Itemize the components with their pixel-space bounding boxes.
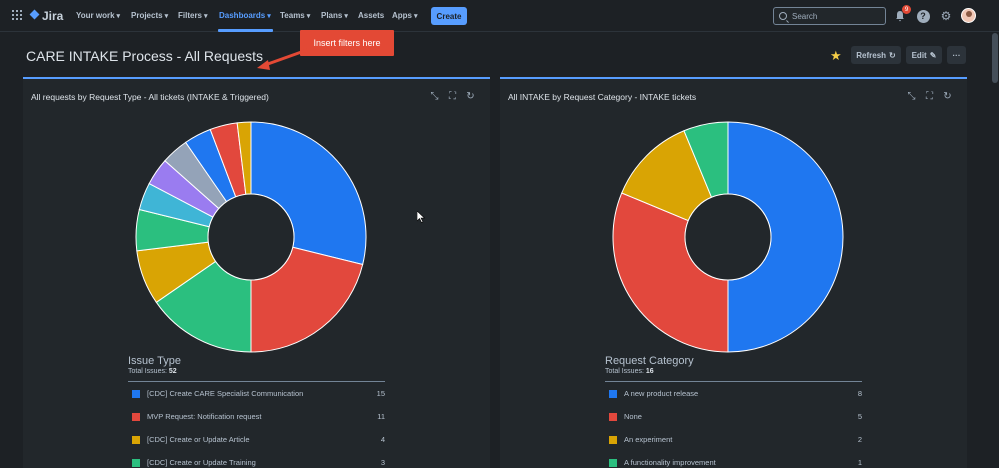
search-box[interactable] <box>773 7 886 25</box>
legend-count: 11 <box>377 412 385 421</box>
nav-teams[interactable]: Teams ▾ <box>280 11 311 20</box>
legend-swatch <box>609 412 617 421</box>
legend-item[interactable]: A functionality improvement 1 <box>605 451 862 468</box>
legend-label: [CDC] Create or Update Training <box>147 458 256 467</box>
legend-count: 2 <box>857 435 862 444</box>
legend-label: A functionality improvement <box>624 458 716 467</box>
edit-button[interactable]: Edit ✎ <box>906 46 942 64</box>
refresh-icon[interactable]: ↻ <box>943 91 952 102</box>
search-icon <box>779 12 787 20</box>
legend-item[interactable]: None 5 <box>605 405 862 428</box>
chevron-down-icon: ▾ <box>116 13 121 20</box>
nav-projects[interactable]: Projects ▾ <box>131 11 169 20</box>
legend-title: Issue Type <box>128 355 181 367</box>
legend-item[interactable]: [CDC] Create CARE Specialist Communicati… <box>128 382 385 405</box>
legend-item[interactable]: An experiment 2 <box>605 428 862 451</box>
legend-label: None <box>624 412 642 421</box>
notification-badge: 9 <box>902 5 911 14</box>
nav-filters[interactable]: Filters ▾ <box>178 11 208 20</box>
legend-count: 15 <box>376 389 385 398</box>
donut-hole <box>684 193 772 281</box>
chevron-down-icon: ▾ <box>306 13 311 20</box>
legend-label: [CDC] Create or Update Article <box>147 435 250 444</box>
jira-logo-icon <box>29 10 39 22</box>
active-nav-indicator <box>218 29 273 32</box>
legend-swatch <box>609 389 617 398</box>
jira-logo[interactable]: Jira <box>29 9 63 23</box>
divider <box>605 381 862 382</box>
legend-item[interactable]: [CDC] Create or Update Training 3 <box>128 451 385 468</box>
jira-logo-text: Jira <box>42 9 64 23</box>
chevron-down-icon: ▾ <box>414 13 418 20</box>
legend-label: A new product release <box>624 389 699 398</box>
maximize-icon[interactable]: ⛶ <box>449 91 456 102</box>
chart-legend: Issue Type Total Issues: 52 [CDC] Create… <box>128 355 385 468</box>
minimize-icon[interactable]: ⤡ <box>907 91 916 102</box>
mouse-cursor-icon <box>417 211 425 223</box>
legend-item[interactable]: [CDC] Create or Update Article 4 <box>128 428 385 451</box>
maximize-icon[interactable]: ⛶ <box>926 91 933 102</box>
pencil-icon: ✎ <box>929 50 937 60</box>
nav-dashboards[interactable]: Dashboards ▾ <box>219 11 271 20</box>
help-icon[interactable]: ? <box>916 9 930 23</box>
chart-legend: Request Category Total Issues: 16 A new … <box>605 355 862 468</box>
legend-title: Request Category <box>605 355 694 367</box>
app-switcher-icon[interactable] <box>12 10 22 20</box>
annotation-arrow-icon <box>257 48 308 70</box>
nav-assets[interactable]: Assets <box>358 11 385 20</box>
divider <box>128 381 385 382</box>
legend-count: 1 <box>857 458 862 467</box>
more-actions-button[interactable]: ··· <box>947 46 966 64</box>
legend-item[interactable]: A new product release 8 <box>605 382 862 405</box>
chevron-down-icon: ▾ <box>344 13 348 20</box>
gadget-controls: ⤡ ⛶ ↻ <box>429 91 476 102</box>
refresh-icon[interactable]: ↻ <box>466 91 475 102</box>
scrollbar[interactable] <box>992 33 998 83</box>
gadget-request-type: All requests by Request Type - All ticke… <box>23 77 490 468</box>
legend-label: An experiment <box>624 435 673 444</box>
gadget-title: All requests by Request Type - All ticke… <box>31 92 269 102</box>
donut-chart <box>135 121 367 353</box>
donut-hole <box>207 193 295 281</box>
bell-icon[interactable] <box>893 9 907 23</box>
legend-label: MVP Request: Notification request <box>147 412 262 421</box>
nav-apps[interactable]: Apps ▾ <box>392 11 418 20</box>
chevron-down-icon: ▾ <box>267 13 271 20</box>
minimize-icon[interactable]: ⤡ <box>430 91 439 102</box>
legend-swatch <box>132 435 140 444</box>
legend-total: Total Issues: 16 <box>605 368 654 375</box>
star-icon[interactable]: ★ <box>830 48 842 63</box>
create-button[interactable]: Create <box>431 7 467 25</box>
nav-plans[interactable]: Plans ▾ <box>321 11 348 20</box>
refresh-button[interactable]: Refresh ↻ <box>851 46 901 64</box>
page-title: CARE INTAKE Process - All Requests <box>26 48 264 64</box>
legend-item[interactable]: MVP Request: Notification request 11 <box>128 405 385 428</box>
legend-total: Total Issues: 52 <box>128 368 177 375</box>
legend-count: 4 <box>380 435 385 444</box>
legend-count: 5 <box>857 412 862 421</box>
legend-label: [CDC] Create CARE Specialist Communicati… <box>147 389 304 398</box>
legend-swatch <box>132 389 140 398</box>
legend-count: 8 <box>857 389 862 398</box>
search-input[interactable] <box>792 11 872 21</box>
chevron-down-icon: ▾ <box>164 13 169 20</box>
legend-count: 3 <box>380 458 385 467</box>
chevron-down-icon: ▾ <box>204 13 208 20</box>
legend-swatch <box>132 458 140 467</box>
donut-chart <box>612 121 844 353</box>
legend-swatch <box>609 435 617 444</box>
legend-swatch <box>609 458 617 467</box>
gadget-controls: ⤡ ⛶ ↻ <box>906 91 953 102</box>
gadget-title: All INTAKE by Request Category - INTAKE … <box>508 92 697 102</box>
nav-your-work[interactable]: Your work ▾ <box>76 11 121 20</box>
gadget-request-category: All INTAKE by Request Category - INTAKE … <box>500 77 967 468</box>
avatar[interactable] <box>961 8 976 23</box>
refresh-icon: ↻ <box>889 50 896 60</box>
annotation-callout: Insert filters here <box>300 30 394 56</box>
legend-swatch <box>132 412 140 421</box>
top-navigation: Jira Your work ▾ Projects ▾ Filters ▾ Dashb… <box>0 0 999 32</box>
gear-icon[interactable]: ⚙ <box>940 9 952 23</box>
